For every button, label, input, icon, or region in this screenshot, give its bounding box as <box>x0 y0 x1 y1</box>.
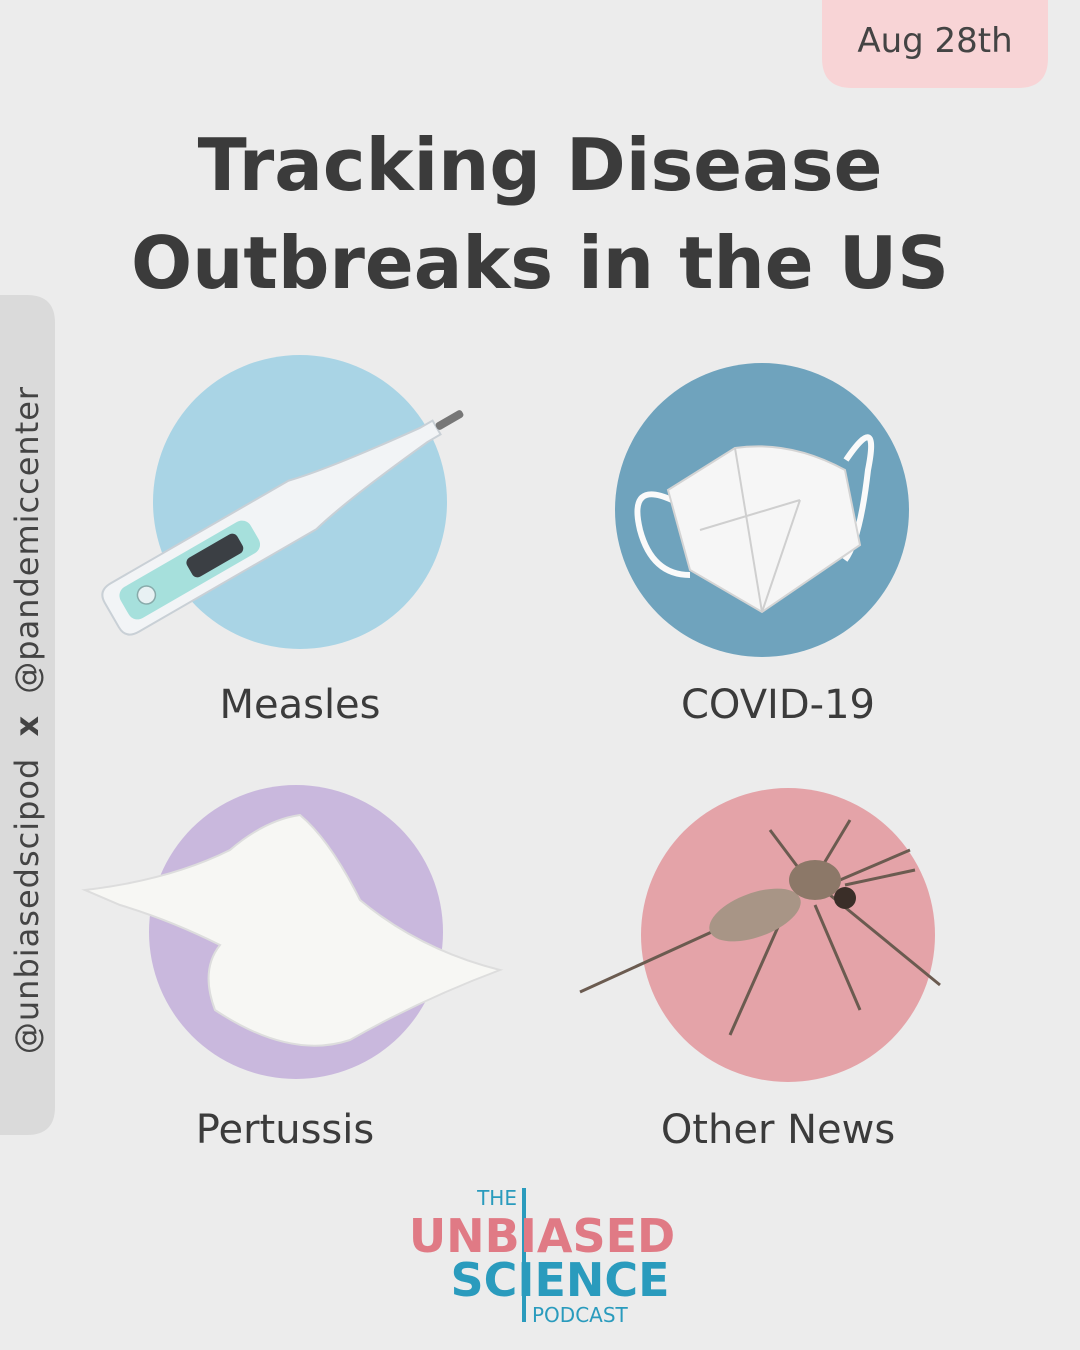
handle: @pandemiccenter <box>8 386 46 694</box>
topic-circle <box>641 788 935 1082</box>
logo-unbiased: UNBIASED <box>409 1209 675 1263</box>
side-tab <box>0 295 55 1135</box>
topic-label: Measles <box>219 682 380 728</box>
topic-label: COVID-19 <box>681 682 875 728</box>
logo-the: THE <box>476 1186 517 1210</box>
date-pill <box>822 0 1048 88</box>
handles: @unbiasedscipod x @pandemiccenter <box>8 386 46 1054</box>
separator: x <box>8 715 46 737</box>
mosquito-icon <box>579 819 941 1036</box>
tissue-icon <box>81 813 504 1047</box>
logo-science: SCIENCE <box>450 1253 669 1307</box>
logo-podcast: PODCAST <box>532 1303 629 1327</box>
title-line: Tracking Disease <box>198 123 883 207</box>
handle: @unbiasedscipod <box>8 758 46 1054</box>
date: Aug 28th <box>857 21 1012 61</box>
topic-label: Pertussis <box>196 1107 374 1153</box>
title-line: Outbreaks in the US <box>131 221 949 305</box>
mask-icon <box>634 434 875 614</box>
thermometer-icon <box>101 410 464 636</box>
topic-label: Other News <box>661 1107 895 1153</box>
